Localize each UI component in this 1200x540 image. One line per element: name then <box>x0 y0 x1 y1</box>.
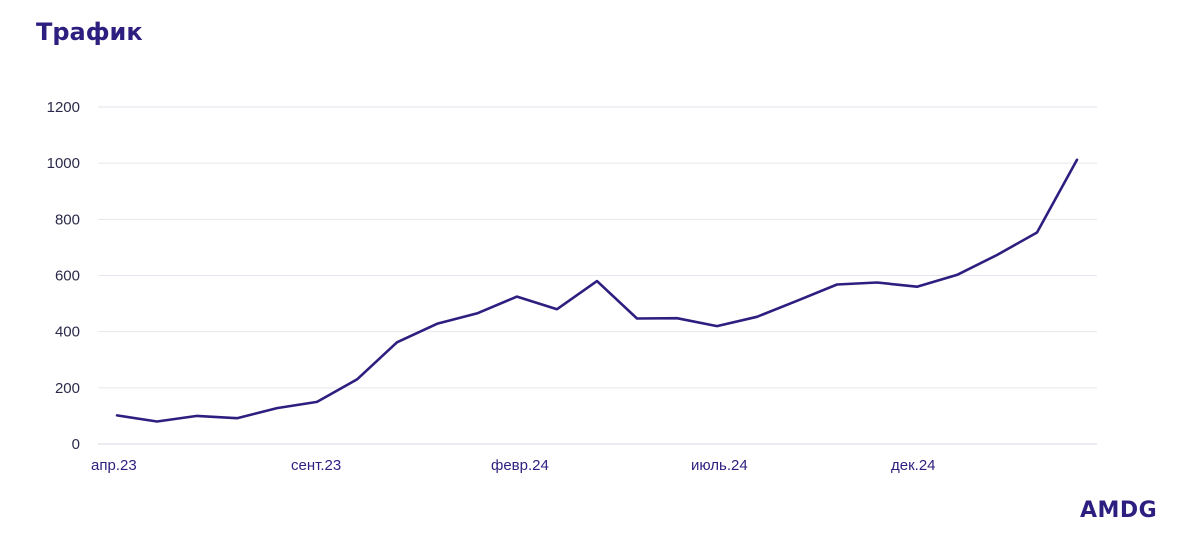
grid-lines <box>98 106 1097 445</box>
y-axis-ticks: 0 200 400 600 800 1000 1200 <box>47 99 80 453</box>
x-axis-ticks: апр.23 сент.23 февр.24 июль.24 дек.24 <box>91 457 936 474</box>
x-tick-label: июль.24 <box>691 457 748 474</box>
brand-logo: AMDG <box>1080 498 1158 523</box>
x-tick-label: дек.24 <box>891 457 936 474</box>
y-tick-label: 0 <box>72 436 80 453</box>
x-tick-label: февр.24 <box>491 457 549 474</box>
chart-title: Трафик <box>36 18 143 46</box>
y-tick-label: 200 <box>55 380 80 397</box>
y-tick-label: 800 <box>55 211 80 228</box>
series-line <box>115 158 1079 423</box>
x-tick-label: апр.23 <box>91 457 137 474</box>
series-lines <box>115 158 1079 423</box>
y-tick-label: 600 <box>55 268 80 285</box>
x-tick-label: сент.23 <box>291 457 341 474</box>
y-tick-label: 1200 <box>47 99 80 116</box>
y-tick-label: 400 <box>55 324 80 341</box>
y-tick-label: 1000 <box>47 155 80 172</box>
